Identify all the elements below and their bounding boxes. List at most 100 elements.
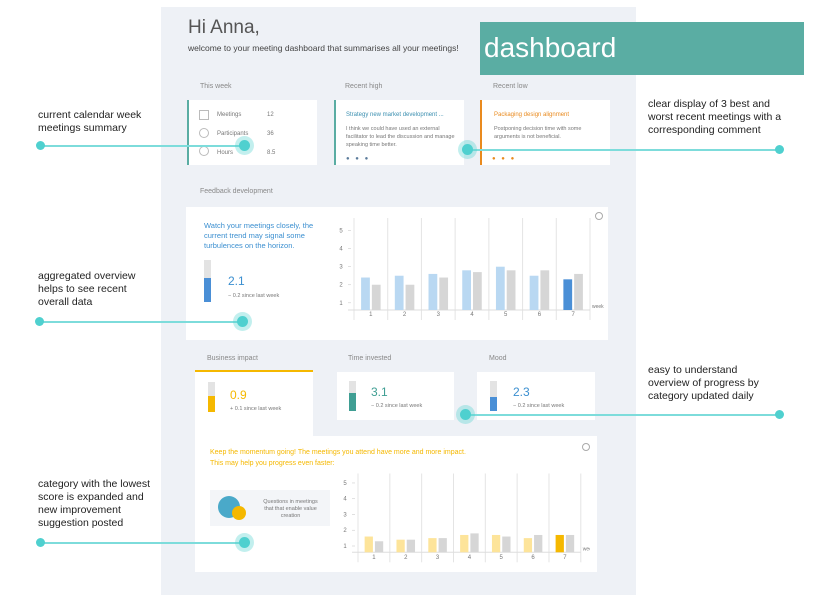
icon <box>199 128 209 138</box>
bar <box>396 539 405 553</box>
suggestion-text: Questions in meetings that that enable v… <box>263 499 318 519</box>
bar <box>523 538 533 553</box>
bar <box>371 284 381 310</box>
connector-dot <box>35 317 44 326</box>
x-tick-label: 5 <box>500 555 504 561</box>
feedback-chart: 1 2 3 4 5 1 2 3 4 5 6 7 week <box>339 218 604 320</box>
banner-text: dashboard <box>484 32 617 63</box>
gauge <box>490 381 497 411</box>
x-tick-label: 1 <box>369 312 373 318</box>
gauge-fill <box>208 396 215 412</box>
category-change: − 0.2 since last week <box>513 403 565 409</box>
recent-high-card: Strategy new market development ... I th… <box>334 100 464 165</box>
category-change: + 0.1 since last week <box>230 406 282 412</box>
y-tick-label: 2 <box>339 283 343 289</box>
x-tick-label: 4 <box>468 555 472 561</box>
icon <box>199 146 209 156</box>
bar <box>462 270 471 310</box>
meeting-title: Strategy new market development ... <box>346 112 444 118</box>
category-label: Mood <box>489 355 507 362</box>
annotation: aggregated overview helps to see recent … <box>38 270 136 308</box>
meeting-title: Packaging design alignment <box>494 112 570 118</box>
gauge-fill <box>490 397 497 411</box>
greeting: Hi Anna, <box>188 17 260 38</box>
row-value: 36 <box>267 131 274 137</box>
x-tick-label: 6 <box>531 555 535 561</box>
x-tick-label: 5 <box>504 312 508 318</box>
x-tick-label: 2 <box>403 312 407 318</box>
bar <box>374 541 384 553</box>
bar <box>470 533 479 553</box>
bar <box>361 277 370 310</box>
annotation: easy to understand overview of progress … <box>648 364 759 402</box>
row-value: 8.5 <box>267 150 276 156</box>
connector-dot <box>36 538 45 547</box>
connector <box>40 321 243 323</box>
detail-message: Keep the momentum going! The meetings yo… <box>210 449 466 456</box>
category-value: 3.1 <box>371 385 388 399</box>
connector <box>41 145 245 147</box>
connector <box>468 149 780 151</box>
impact-chart: 1 2 3 4 5 1 2 3 4 5 6 7 week <box>343 473 590 563</box>
y-tick-label: 3 <box>339 265 343 271</box>
x-tick-label: 6 <box>538 312 542 318</box>
info-icon[interactable] <box>582 443 590 451</box>
this-week-card: Meetings 12 Participants 36 Hours 8.5 <box>187 100 317 165</box>
category-label: Business impact <box>207 355 258 362</box>
section-label: Recent low <box>493 83 528 90</box>
y-tick-label: 4 <box>343 497 347 503</box>
bar <box>555 534 564 553</box>
bar <box>540 270 550 310</box>
bar <box>428 273 438 310</box>
bar <box>460 534 469 553</box>
suggestion-tile[interactable]: Questions in meetings that that enable v… <box>210 490 330 526</box>
bar <box>439 277 449 310</box>
gauge <box>349 381 356 411</box>
bar <box>506 270 516 310</box>
section-label: This week <box>200 83 232 90</box>
y-tick-label: 3 <box>343 512 347 518</box>
icon <box>199 110 209 120</box>
connector <box>466 414 780 416</box>
connector-target <box>460 409 471 420</box>
category-value: 0.9 <box>230 388 247 402</box>
x-tick-label: 3 <box>437 312 441 318</box>
category-label: Time invested <box>348 355 392 362</box>
section-label: Feedback development <box>200 188 273 195</box>
connector-target <box>239 140 250 151</box>
row-value: 12 <box>267 112 274 118</box>
x-tick-label: 4 <box>470 312 474 318</box>
connector-dot <box>775 145 784 154</box>
connector-dot <box>36 141 45 150</box>
bar <box>574 273 583 310</box>
bar <box>473 272 482 310</box>
gauge-fill <box>349 393 356 411</box>
connector-target <box>239 537 250 548</box>
connector-dot <box>775 410 784 419</box>
x-tick-label: 7 <box>571 312 575 318</box>
y-tick-label: 1 <box>339 301 343 307</box>
annotation: clear display of 3 best and worst recent… <box>648 98 782 136</box>
meeting-comment: I think we could have used an external f… <box>346 126 455 148</box>
connector-target <box>462 144 473 155</box>
subtitle: welcome to your meeting dashboard that s… <box>188 43 459 53</box>
pager-dots[interactable]: ● ● ● <box>346 156 371 162</box>
category-card[interactable]: 0.9 + 0.1 since last week <box>195 370 313 438</box>
bar <box>428 538 437 553</box>
connector-target <box>237 316 248 327</box>
y-tick-label: 4 <box>339 247 343 253</box>
recent-low-card: Packaging design alignment Postponing de… <box>480 100 610 165</box>
bar <box>495 266 505 310</box>
bar <box>563 279 573 310</box>
category-card[interactable]: 3.1 − 0.2 since last week <box>337 372 454 420</box>
bar <box>534 534 543 553</box>
feedback-value: 2.1 <box>228 274 245 288</box>
bar <box>394 275 404 310</box>
gauge <box>208 382 215 412</box>
category-card[interactable]: 2.3 − 0.2 since last week <box>477 372 595 420</box>
x-tick-label: 3 <box>436 555 440 561</box>
info-icon[interactable] <box>595 212 603 220</box>
y-tick-label: 1 <box>343 544 347 550</box>
pager-dots[interactable]: ● ● ● <box>492 156 517 162</box>
